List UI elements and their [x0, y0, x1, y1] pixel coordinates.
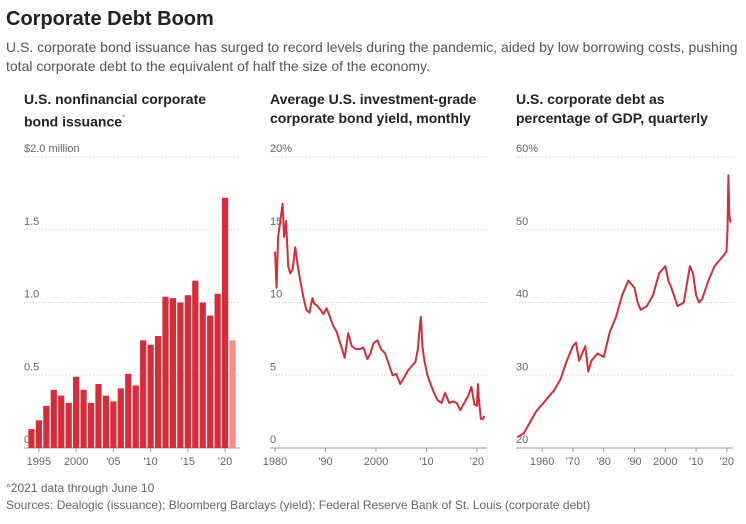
bar — [125, 373, 132, 448]
footnote: °2021 data through June 10 — [6, 481, 155, 495]
x-tick-label: '10 — [689, 456, 703, 468]
y-tick-label: 1.0 — [24, 289, 39, 301]
bar — [199, 302, 206, 448]
x-tick-label: 2000 — [364, 456, 388, 468]
bar — [58, 395, 65, 448]
y-tick-label: 40 — [516, 289, 528, 301]
panel-title-issuance-text: U.S. nonfinancial corporate bond issuanc… — [24, 91, 207, 130]
chart-subtitle: U.S. corporate bond issuance has surged … — [6, 39, 738, 74]
bar — [95, 383, 102, 448]
x-tick-label: '10 — [419, 456, 433, 468]
x-tick-label: 1995 — [27, 456, 51, 468]
x-tick-label: '15 — [181, 456, 195, 468]
charts-canvas: 0 0.5 1.0 1.5 $2.0 million 1995 2000 '05 '10 '15 '… — [24, 143, 734, 468]
bar — [140, 340, 147, 448]
y-tick-label: 60% — [516, 143, 538, 155]
bar — [73, 376, 80, 448]
y-tick-label: 10 — [270, 289, 282, 301]
panel-title-yield: Average U.S. investment-grade corporate … — [270, 91, 477, 126]
bar — [65, 402, 72, 448]
y-tick-label: 0 — [270, 434, 276, 446]
x-tick-label: '70 — [566, 456, 580, 468]
bar — [214, 293, 221, 448]
bar — [177, 302, 184, 448]
x-tick-label: '10 — [143, 456, 157, 468]
y-tick-label: 50 — [516, 216, 528, 228]
y-tick-label: 0 — [24, 434, 30, 446]
bar — [147, 344, 154, 448]
bar — [28, 429, 35, 448]
bar — [117, 388, 124, 448]
bar — [192, 280, 199, 448]
bar — [154, 335, 162, 448]
chart-title: Corporate Debt Boom — [6, 8, 214, 30]
panel-title-issuance: U.S. nonfinancial corporate bond issuanc… — [24, 90, 224, 132]
bar — [132, 385, 139, 448]
x-tick-label: '20 — [720, 456, 734, 468]
x-tick-label: 1980 — [263, 456, 287, 468]
x-tick-label: '20 — [470, 456, 484, 468]
y-tick-label: 1.5 — [24, 216, 39, 228]
bar — [35, 420, 43, 448]
bar — [110, 401, 117, 448]
bar — [102, 395, 110, 448]
bar — [87, 402, 95, 448]
x-tick-label: 2000 — [64, 456, 88, 468]
sources: Sources: Dealogic (issuance); Bloomberg … — [6, 498, 591, 512]
bar — [43, 405, 50, 448]
bar — [80, 389, 87, 448]
panel-title-debt-gdp: U.S. corporate debt as percentage of GDP… — [516, 91, 708, 126]
x-tick-label: 1960 — [530, 456, 554, 468]
x-tick-label: '90 — [627, 456, 641, 468]
y-tick-label: $2.0 million — [24, 143, 80, 155]
bar — [221, 197, 229, 448]
y-tick-label: 5 — [270, 361, 276, 373]
bar — [229, 340, 236, 448]
y-tick-label: 0.5 — [24, 361, 39, 373]
bar — [169, 298, 177, 448]
x-tick-label: '20 — [218, 456, 232, 468]
x-tick-label: 2000 — [653, 456, 677, 468]
series-line — [516, 174, 732, 438]
x-tick-label: '80 — [597, 456, 611, 468]
bar — [207, 315, 214, 448]
series-line — [274, 202, 486, 420]
bar — [162, 296, 169, 448]
y-tick-label: 30 — [516, 361, 528, 373]
x-tick-label: '05 — [106, 456, 120, 468]
bar — [184, 295, 191, 448]
bar — [50, 389, 57, 448]
notes: °2021 data through June 10 Sources: Deal… — [6, 480, 590, 514]
y-tick-label: 20% — [270, 143, 292, 155]
x-tick-label: '90 — [318, 456, 332, 468]
footnote-mark: ° — [122, 113, 126, 123]
